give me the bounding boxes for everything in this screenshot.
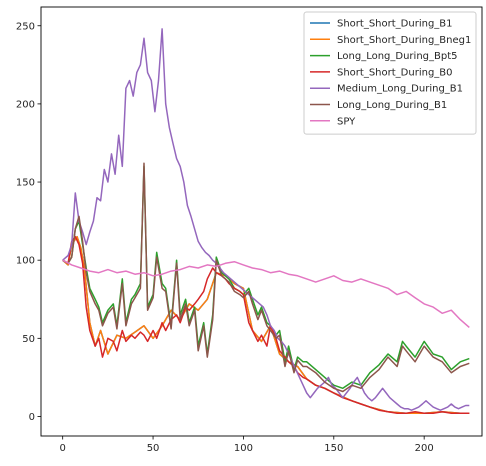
- series-line-medium-long-during-b1: [62, 28, 470, 411]
- legend-box: [303, 11, 477, 135]
- y-tick-label: 0: [29, 412, 35, 423]
- x-tick-label: 0: [60, 443, 66, 454]
- y-axis: 0 50 100 150 200 250: [16, 21, 41, 423]
- series-line-spy: [62, 259, 470, 328]
- y-tick-label: 150: [16, 178, 35, 189]
- x-tick-label: 200: [415, 443, 434, 454]
- legend-label-long-long-during-bpt5: Long_Long_During_Bpt5: [337, 51, 458, 62]
- legend-label-spy: SPY: [337, 116, 356, 127]
- legend: Short_Short_During_B1 Short_Short_During_…: [303, 11, 477, 135]
- y-tick-label: 50: [22, 334, 35, 345]
- y-tick-label: 100: [16, 256, 35, 267]
- legend-label-short-short-during-b0: Short_Short_During_B0: [337, 67, 453, 78]
- x-axis: 0 50 100 150 200: [60, 436, 434, 454]
- series-layer: [62, 28, 470, 415]
- legend-label-medium-long-during-b1: Medium_Long_During_B1: [337, 84, 463, 95]
- y-tick-label: 250: [16, 21, 35, 32]
- x-tick-label: 100: [234, 443, 253, 454]
- y-tick-label: 200: [16, 99, 35, 110]
- legend-label-short-short-during-bneg1: Short_Short_During_Bneg1: [337, 35, 471, 46]
- legend-label-short-short-during-b1: Short_Short_During_B1: [337, 19, 453, 30]
- x-tick-label: 50: [147, 443, 160, 454]
- plot-frame: [40, 6, 483, 437]
- series-line-long-long-during-b1: [62, 162, 470, 393]
- legend-label-long-long-during-b1: Long_Long_During_B1: [337, 100, 447, 111]
- x-tick-label: 150: [324, 443, 343, 454]
